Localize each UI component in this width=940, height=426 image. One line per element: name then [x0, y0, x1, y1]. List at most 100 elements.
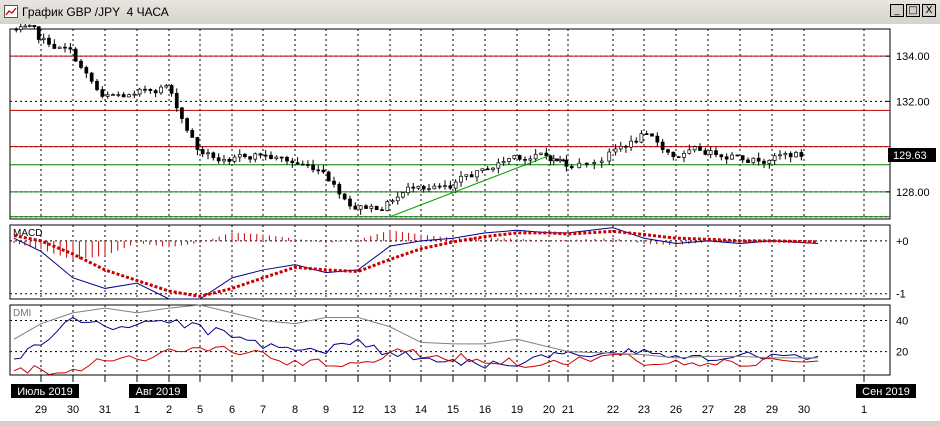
month-label-badge — [856, 384, 916, 398]
candle — [73, 48, 78, 62]
candle — [569, 165, 574, 169]
candle — [274, 156, 279, 160]
macd-tick-label: -1 — [896, 289, 906, 301]
candle — [406, 186, 410, 194]
candle — [364, 205, 368, 209]
date-tick-label: 31 — [99, 404, 111, 416]
dmi-tick-label: 40 — [896, 316, 908, 328]
date-tick-label: 27 — [702, 404, 714, 416]
candle — [501, 161, 506, 164]
candle — [23, 25, 28, 28]
candle — [36, 26, 41, 40]
candle — [216, 157, 221, 162]
candle — [523, 159, 527, 161]
candle — [551, 158, 556, 162]
month-label: Сен 2019 — [862, 386, 910, 398]
chart-svg[interactable]: 134.00 132.00 128.00 129.63 +0 -1 MACD 40 20 DM… — [0, 20, 940, 421]
candle — [100, 89, 105, 97]
candle — [719, 154, 724, 158]
month-label: Июль 2019 — [17, 386, 73, 398]
chart-area[interactable]: 134.00 132.00 128.00 129.63 +0 -1 MACD 40 20 DM… — [0, 20, 940, 421]
candle — [132, 93, 137, 96]
candle — [558, 159, 562, 162]
candle — [607, 151, 612, 162]
candle — [358, 205, 363, 210]
candle — [332, 180, 336, 185]
candle — [348, 198, 352, 207]
date-tick-label: 19 — [511, 404, 523, 416]
candle — [655, 135, 660, 143]
dmi-frame — [9, 304, 891, 376]
dmi-title: DMI — [13, 308, 31, 319]
candle — [200, 149, 205, 155]
candle — [159, 86, 163, 94]
candle — [63, 46, 67, 49]
trendline — [389, 155, 550, 218]
candle — [232, 156, 237, 162]
minimize-button[interactable]: _ — [890, 4, 904, 17]
candle — [185, 118, 189, 131]
candle — [68, 47, 73, 50]
candle — [14, 28, 19, 31]
candle — [143, 88, 147, 91]
date-tick-label: 20 — [543, 404, 555, 416]
price-panel: 134.00 132.00 128.00 129.63 — [9, 20, 936, 220]
macd-frame — [9, 224, 891, 300]
candle — [714, 150, 718, 156]
candle — [427, 188, 431, 191]
candle — [263, 154, 268, 157]
candle — [555, 158, 559, 161]
candle — [453, 181, 458, 189]
candle — [41, 37, 46, 40]
candle — [374, 205, 379, 211]
candle — [751, 157, 756, 163]
date-tick-label: 5 — [197, 404, 203, 416]
candle — [561, 159, 566, 162]
maximize-button[interactable]: □ — [906, 4, 920, 17]
candle — [227, 158, 232, 162]
candle — [682, 153, 686, 158]
candle — [153, 90, 158, 94]
candle — [666, 149, 670, 153]
date-tick-label: 23 — [638, 404, 650, 416]
candle — [285, 156, 289, 162]
candle — [634, 140, 639, 143]
date-tick-label: 7 — [260, 404, 266, 416]
candle — [491, 167, 495, 171]
candle — [496, 162, 501, 169]
close-button[interactable]: X — [922, 4, 936, 17]
candle — [127, 94, 131, 98]
candle — [258, 153, 263, 156]
title-bar[interactable]: График GBP /JPY 4 ЧАСА _ □ X — [0, 0, 940, 25]
candle — [639, 133, 644, 143]
candle — [380, 209, 384, 212]
date-tick-label: 29 — [35, 404, 47, 416]
candle — [105, 94, 110, 97]
candle — [459, 175, 463, 183]
candle — [730, 154, 734, 160]
date-tick-label: 6 — [229, 404, 235, 416]
candle — [27, 25, 32, 27]
candle — [613, 148, 618, 153]
dmi-panel: 40 20 DMI — [9, 304, 908, 376]
candle — [767, 160, 772, 164]
candle — [369, 205, 374, 209]
candle — [599, 160, 604, 163]
candle — [480, 168, 485, 171]
date-tick-label: 1 — [861, 404, 867, 416]
date-tick-label: 2 — [166, 404, 172, 416]
candle — [222, 158, 226, 162]
candle — [300, 163, 305, 166]
dmi-line-adx — [13, 304, 818, 359]
price-frame — [9, 28, 891, 220]
date-tick-label: 14 — [415, 404, 427, 416]
candle — [650, 133, 654, 137]
candle — [703, 150, 708, 155]
candle — [416, 185, 421, 189]
candle — [746, 159, 750, 163]
candle — [698, 146, 702, 151]
candle — [195, 137, 200, 150]
candle — [84, 67, 89, 74]
current-price-label: 129.63 — [893, 150, 927, 162]
candle — [248, 156, 252, 160]
